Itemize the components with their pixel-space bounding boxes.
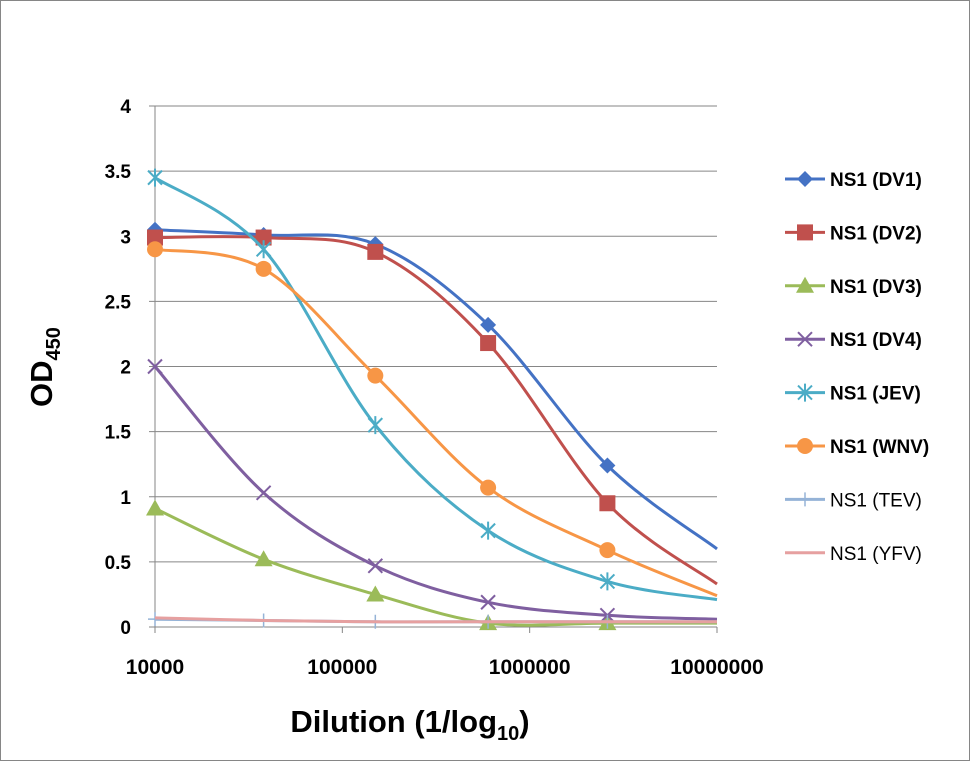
legend: NS1 (DV1) NS1 (DV2) NS1 (DV3) NS1 (DV4) NS1 … (785, 170, 929, 565)
series-line (154, 228, 718, 551)
legend-item: NS1 (WNV) (785, 437, 929, 458)
series-ns1-dv2 (147, 229, 718, 586)
y-tick-labels: 0 0.5 1 1.5 2 2.5 3 3.5 4 (105, 97, 132, 639)
data-point (480, 335, 497, 352)
marker-stroke (255, 485, 272, 501)
series-lines (146, 168, 718, 631)
data-point (797, 331, 813, 347)
legend-label: NS1 (DV3) (830, 277, 922, 298)
data-point (146, 499, 164, 516)
legend-item: NS1 (DV2) (785, 223, 922, 244)
legend-label: NS1 (DV4) (830, 330, 922, 351)
legend-item: NS1 (TEV) (785, 490, 922, 511)
data-point (599, 542, 616, 559)
marker-stroke (599, 572, 616, 591)
marker-stroke (480, 594, 496, 610)
marker-stroke (797, 331, 813, 347)
marker-stroke (367, 558, 384, 574)
data-point (255, 229, 272, 246)
data-point (367, 243, 384, 260)
data-point (798, 492, 812, 507)
data-point (599, 457, 616, 474)
series-ns1-jev (147, 168, 718, 602)
data-point (255, 485, 272, 501)
y-tick-label: 1 (120, 488, 131, 509)
legend-item: NS1 (DV4) (785, 330, 922, 351)
data-point (254, 550, 273, 567)
legend-label: NS1 (TEV) (830, 490, 922, 511)
y-tick-label: 3.5 (105, 162, 132, 183)
series-line (153, 365, 718, 621)
series-line (154, 235, 718, 586)
data-point (255, 260, 272, 277)
data-point (599, 495, 616, 512)
x-tick-label: 1000000 (489, 656, 571, 679)
legend-item: NS1 (JEV) (785, 383, 921, 405)
legend-item: NS1 (YFV) (785, 544, 922, 565)
series-line (154, 616, 717, 624)
data-point (147, 168, 163, 187)
data-point (797, 438, 813, 454)
data-point (599, 572, 616, 591)
marker-stroke (255, 240, 272, 259)
marker-stroke (147, 358, 163, 375)
x-axis-title: Dilution (1/log10) (290, 704, 529, 745)
series-ns1-dv1 (147, 221, 718, 551)
data-point (147, 358, 163, 375)
legend-label: NS1 (DV2) (830, 223, 922, 244)
legend-label: NS1 (YFV) (830, 544, 922, 565)
x-tick-label: 10000000 (670, 656, 763, 679)
series-ns1-dv4 (147, 358, 718, 623)
x-tick-labels: 10000 100000 1000000 10000000 (126, 656, 764, 679)
series-ns1-dv3 (146, 499, 717, 631)
legend-label: NS1 (WNV) (830, 437, 929, 458)
axes (149, 105, 718, 633)
data-point (367, 558, 384, 574)
y-tick-label: 1.5 (105, 423, 132, 444)
legend-item: NS1 (DV1) (785, 170, 922, 191)
marker-stroke (367, 416, 384, 435)
marker-stroke (480, 521, 496, 540)
data-point (796, 276, 814, 293)
marker-stroke (797, 383, 813, 402)
data-point (797, 383, 813, 402)
marker-stroke (147, 168, 163, 187)
series-ns1-wnv (147, 241, 718, 598)
y-tick-label: 0 (120, 618, 131, 639)
x-tick-label: 10000 (126, 656, 184, 679)
legend-label: NS1 (DV1) (830, 170, 922, 191)
data-point (147, 241, 163, 258)
data-point (480, 316, 497, 333)
legend-item: NS1 (DV3) (785, 276, 922, 298)
marker-stroke (798, 492, 812, 507)
data-point (480, 594, 496, 610)
data-point (797, 224, 813, 241)
data-point (480, 521, 496, 540)
data-point (480, 479, 497, 496)
data-point (366, 585, 385, 602)
data-point (367, 416, 384, 435)
data-point (367, 367, 384, 384)
data-point (255, 240, 272, 259)
y-tick-label: 3 (120, 227, 131, 248)
gridlines (155, 105, 717, 563)
data-point (797, 171, 813, 187)
y-axis-title: OD450 (24, 327, 65, 407)
y-tick-label: 2.5 (105, 292, 132, 313)
series-line (154, 176, 718, 602)
y-tick-label: 2 (120, 358, 131, 379)
x-tick-label: 100000 (307, 656, 377, 679)
data-point (147, 229, 163, 246)
y-tick-label: 0.5 (105, 553, 132, 574)
legend-label: NS1 (JEV) (830, 384, 921, 405)
y-tick-label: 4 (120, 97, 131, 118)
series-ns1-yfv (154, 616, 717, 624)
